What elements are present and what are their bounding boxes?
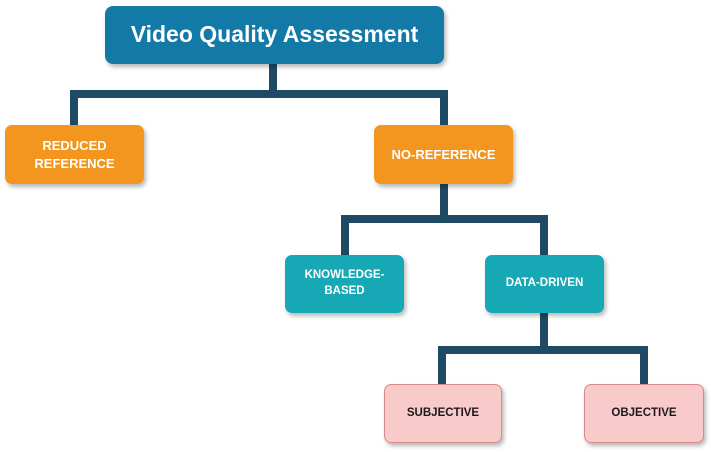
node-reduced-reference-label: REDUCED REFERENCE [34,137,115,171]
connector-data-driven-to-subjective [438,313,548,385]
connector-no-reference-to-knowledge-based [341,184,448,256]
node-video-quality-assessment: Video Quality Assessment [105,6,444,64]
node-no-reference: NO-REFERENCE [374,125,513,184]
connector-root-to-reduced-reference [70,63,277,126]
node-no-reference-label: NO-REFERENCE [391,146,496,162]
node-data-driven-label: DATA-DRIVEN [505,277,584,290]
connector-data-driven-to-objective [544,346,648,385]
node-objective: OBJECTIVE [584,384,704,443]
node-subjective: SUBJECTIVE [384,384,502,443]
connector-root-to-no-reference [273,90,448,126]
node-data-driven: DATA-DRIVEN [485,255,604,313]
connector-no-reference-to-data-driven [444,215,548,256]
node-knowledge-based-label: KNOWLEDGE- BASED [304,269,385,297]
node-subjective-label: SUBJECTIVE [406,406,480,419]
node-video-quality-assessment-label: Video Quality Assessment [130,21,419,48]
node-reduced-reference: REDUCED REFERENCE [5,125,144,184]
node-objective-label: OBJECTIVE [611,406,677,419]
node-knowledge-based: KNOWLEDGE- BASED [285,255,404,313]
